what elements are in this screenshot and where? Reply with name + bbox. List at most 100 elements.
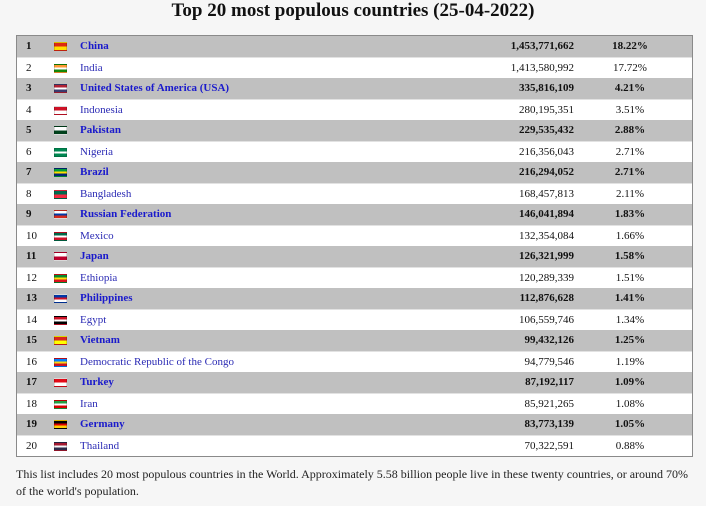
country-cell: United States of America (USA): [72, 78, 454, 99]
country-link[interactable]: Mexico: [80, 229, 114, 242]
country-link[interactable]: Brazil: [80, 166, 109, 179]
flag-cell: [48, 36, 72, 57]
percent-cell: 1.08%: [576, 392, 692, 414]
population-cell: 112,876,628: [519, 292, 574, 305]
country-cell: Egypt: [72, 308, 454, 330]
percent-cell: 1.83%: [614, 208, 646, 221]
table-row: 20 Thailand 70,322,591 0.88%: [17, 434, 692, 456]
flag-cell: [48, 120, 72, 141]
iran-flag-icon: [53, 399, 67, 409]
rank-cell: 15: [26, 334, 37, 347]
philippines-flag-icon: [53, 294, 67, 304]
country-link[interactable]: Vietnam: [80, 334, 120, 347]
flag-cell: [48, 330, 72, 351]
flag-cell: [48, 56, 72, 78]
russia-flag-icon: [53, 210, 67, 220]
table-row: 8 Bangladesh 168,457,813 2.11%: [17, 182, 692, 204]
country-link[interactable]: Ethiopia: [80, 271, 118, 284]
rank-cell: 18: [17, 392, 48, 414]
population-cell: 280,195,351: [454, 98, 576, 120]
nigeria-flag-icon: [53, 147, 67, 157]
country-cell: Thailand: [72, 434, 454, 456]
flag-cell: [48, 414, 72, 435]
country-link[interactable]: Japan: [80, 250, 109, 263]
percent-cell: 2.88%: [614, 124, 646, 137]
flag-cell: [48, 434, 72, 456]
usa-flag-icon: [53, 84, 67, 94]
rank-cell: 19: [26, 418, 37, 431]
country-link[interactable]: Egypt: [80, 313, 107, 326]
brazil-flag-icon: [53, 168, 67, 178]
flag-cell: [48, 162, 72, 183]
country-cell: Indonesia: [72, 98, 454, 120]
rank-cell: 7: [26, 166, 32, 179]
flag-cell: [48, 182, 72, 204]
population-cell: 120,289,339: [454, 266, 576, 288]
india-flag-icon: [53, 63, 67, 73]
flag-cell: [48, 392, 72, 414]
country-link[interactable]: Germany: [80, 418, 125, 431]
rank-cell: 3: [26, 82, 32, 95]
table-row: 4 Indonesia 280,195,351 3.51%: [17, 98, 692, 120]
flag-cell: [48, 350, 72, 372]
country-link[interactable]: Nigeria: [80, 145, 113, 158]
country-cell: Brazil: [72, 162, 454, 183]
rank-cell: 6: [17, 140, 48, 162]
flag-cell: [48, 98, 72, 120]
country-link[interactable]: Pakistan: [80, 124, 121, 137]
country-cell: Iran: [72, 392, 454, 414]
country-link[interactable]: Bangladesh: [80, 187, 132, 200]
table-row: 1 China 1,453,771,662 18.22%: [17, 36, 692, 57]
country-link[interactable]: Philippines: [80, 292, 133, 305]
country-cell: Democratic Republic of the Congo: [72, 350, 454, 372]
population-cell: 106,559,746: [454, 308, 576, 330]
egypt-flag-icon: [53, 315, 67, 325]
percent-cell: 1.58%: [614, 250, 646, 263]
flag-cell: [48, 78, 72, 99]
flag-cell: [48, 204, 72, 225]
rank-cell: 17: [26, 376, 37, 389]
rank-cell: 13: [26, 292, 37, 305]
percent-cell: 0.88%: [576, 434, 692, 456]
percent-cell: 4.21%: [614, 82, 646, 95]
country-link[interactable]: Russian Federation: [80, 208, 172, 221]
country-link[interactable]: India: [80, 61, 103, 74]
table-row: 6 Nigeria 216,356,043 2.71%: [17, 140, 692, 162]
population-cell: 132,354,084: [454, 224, 576, 246]
indonesia-flag-icon: [53, 105, 67, 115]
table-row: 3 United States of America (USA) 335,816,1…: [17, 78, 692, 99]
flag-cell: [48, 266, 72, 288]
rank-cell: 11: [26, 250, 37, 263]
population-cell: 146,041,894: [519, 208, 574, 221]
percent-cell: 1.09%: [614, 376, 646, 389]
population-cell: 1,453,771,662: [510, 40, 574, 53]
percent-cell: 1.51%: [576, 266, 692, 288]
rank-cell: 2: [17, 56, 48, 78]
percent-cell: 18.22%: [612, 40, 648, 53]
country-link[interactable]: Iran: [80, 397, 98, 410]
country-link[interactable]: United States of America (USA): [80, 82, 230, 95]
rank-cell: 16: [17, 350, 48, 372]
country-link[interactable]: Democratic Republic of the Congo: [80, 355, 234, 368]
rank-cell: 20: [17, 434, 48, 456]
population-cell: 216,356,043: [454, 140, 576, 162]
drc-flag-icon: [53, 357, 67, 367]
country-cell: Germany: [72, 414, 454, 435]
ethiopia-flag-icon: [53, 273, 67, 283]
rank-cell: 10: [17, 224, 48, 246]
table-row: 18 Iran 85,921,265 1.08%: [17, 392, 692, 414]
country-cell: Pakistan: [72, 120, 454, 141]
population-cell: 70,322,591: [454, 434, 576, 456]
country-link[interactable]: Indonesia: [80, 103, 123, 116]
country-link[interactable]: Thailand: [80, 439, 120, 452]
table-row: 15 Vietnam 99,432,126 1.25%: [17, 330, 692, 351]
percent-cell: 2.71%: [576, 140, 692, 162]
rank-cell: 9: [26, 208, 32, 221]
pakistan-flag-icon: [53, 126, 67, 136]
germany-flag-icon: [53, 420, 67, 430]
country-link[interactable]: China: [80, 40, 109, 53]
vietnam-flag-icon: [53, 336, 67, 346]
percent-cell: 1.66%: [576, 224, 692, 246]
country-link[interactable]: Turkey: [80, 376, 114, 389]
table-row: 17 Turkey 87,192,117 1.09%: [17, 372, 692, 393]
